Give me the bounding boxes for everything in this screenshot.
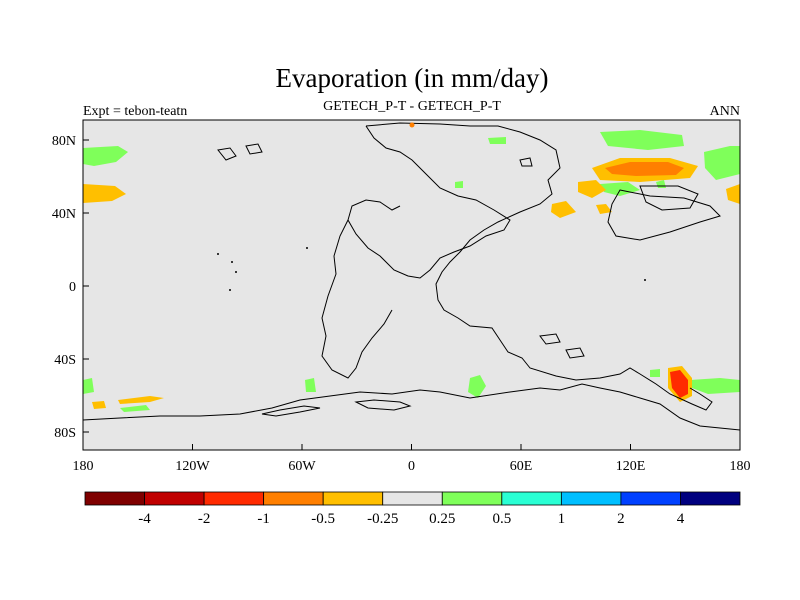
season-label: ANN [710,104,740,119]
coastline-southern-island [261,405,321,417]
green-region-ne2 [704,146,740,180]
coastlines [82,122,741,431]
y-tick-label: 0 [69,280,76,295]
coastline-south-america [321,219,393,379]
y-tick-label: 40N [52,207,76,222]
colorbar-label: 1 [558,511,566,527]
x-tick-label: 0 [408,459,415,474]
coastline-antarctica [82,383,741,431]
green-region-southwest-edge [83,378,94,394]
experiment-label: Expt = tebon-teatn [83,104,187,119]
x-tick-label: 180 [730,459,751,474]
map-title: Evaporation (in mm/day) [276,63,549,93]
colorbar-box [560,491,622,506]
orange-region-east-edge [726,184,740,204]
north-pole-marker [409,122,415,128]
colorbar-label: 0.5 [492,511,511,527]
y-tick-label: 80N [52,134,76,149]
island-dot [235,271,237,273]
colorbar-label: 0.25 [429,511,455,527]
colorbar-box [501,491,562,506]
island-dots [217,247,646,291]
orange-region-asia-a [578,180,606,198]
green-region-north-atlantic [488,137,506,144]
island-dot [217,253,219,255]
y-tick-marks [83,139,89,433]
coastline-small-island-b [245,143,263,155]
orange-region-asia-c [596,204,612,214]
colorbar-box [84,491,145,506]
colorbar-label: 2 [617,511,625,527]
map-panel: 180 120W 60W 0 60E 120E 180 80N 40N 0 40… [52,119,751,474]
island-dot [644,279,646,281]
y-tick-label: 40S [54,353,76,368]
coastline-antarctic-island [354,399,412,411]
x-tick-marks [82,444,741,450]
colorbar-box [203,491,265,506]
colorbar-boxes [84,491,741,506]
orange-region-asia-b [551,201,576,218]
coastline-north-america [347,125,511,279]
orange-region-south-west-a [118,396,164,404]
island-dot [306,247,308,249]
coastline-east-asia [607,189,721,241]
coastline-laurasia [365,122,713,411]
colorbar-label: 4 [677,511,685,527]
colorbar-box [441,491,503,506]
green-region-nw [83,146,128,166]
coastline-small-island-c [519,157,533,167]
coastline-small-island-a [217,147,237,161]
colorbar-box [382,491,443,506]
x-tick-label: 120W [175,459,210,474]
colorbar: -4 -2 -1 -0.5 -0.25 0.25 0.5 1 2 4 [84,491,741,527]
x-tick-label: 120E [616,459,646,474]
colorbar-box [322,491,384,506]
coastline-small-island-d [539,333,561,345]
orange-region-west [83,184,126,203]
island-dot [231,261,233,263]
red-core-australia [670,370,688,398]
colorbar-box [144,491,205,506]
coastline-small-island-e [565,347,585,359]
colorbar-box [263,491,324,506]
colorbar-box [620,491,681,506]
island-dot [229,289,231,291]
colorbar-labels: -4 -2 -1 -0.5 -0.25 0.25 0.5 1 2 4 [138,511,684,527]
colorbar-label: -0.5 [311,511,335,527]
case-label: GETECH_P-T - GETECH_P-T [323,99,501,114]
red-orange-core-siberia [605,162,684,176]
colorbar-label: -1 [257,511,270,527]
x-tick-label: 60W [288,459,316,474]
green-region-south-america [305,378,316,392]
y-tick-labels: 80N 40N 0 40S 80S [52,134,76,441]
green-region-south-west [120,405,150,412]
colorbar-label: -0.25 [367,511,398,527]
x-tick-labels: 180 120W 60W 0 60E 120E 180 [73,459,751,474]
coastline-siberia-inlet [639,185,699,211]
orange-region-south-west-b [92,401,106,409]
colorbar-label: -4 [138,511,151,527]
y-tick-label: 80S [54,426,76,441]
shaded-regions [83,130,740,412]
colorbar-box [680,491,741,506]
colorbar-label: -2 [198,511,211,527]
green-region-ne [600,130,684,150]
x-tick-label: 180 [73,459,94,474]
x-tick-label: 60E [510,459,533,474]
green-spot-africa [455,181,463,188]
green-region-south-atlantic [468,375,486,398]
green-spot-south-pacific [650,369,660,377]
green-region-south-pacific [690,378,740,394]
